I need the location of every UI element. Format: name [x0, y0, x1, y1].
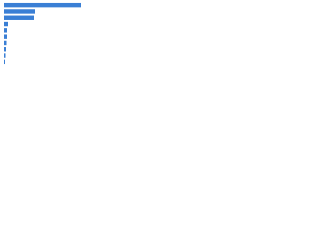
bar — [4, 28, 7, 33]
bar — [4, 9, 35, 14]
bar — [4, 59, 5, 65]
bar — [4, 47, 6, 52]
bar — [4, 2, 81, 8]
bar — [4, 40, 7, 46]
bar — [4, 15, 34, 20]
chart — [4, 2, 81, 65]
page: {"chart_data": {"type": "bar", "orientat… — [0, 0, 100, 71]
bar — [4, 34, 7, 39]
bar — [4, 21, 8, 27]
bar — [4, 53, 6, 58]
